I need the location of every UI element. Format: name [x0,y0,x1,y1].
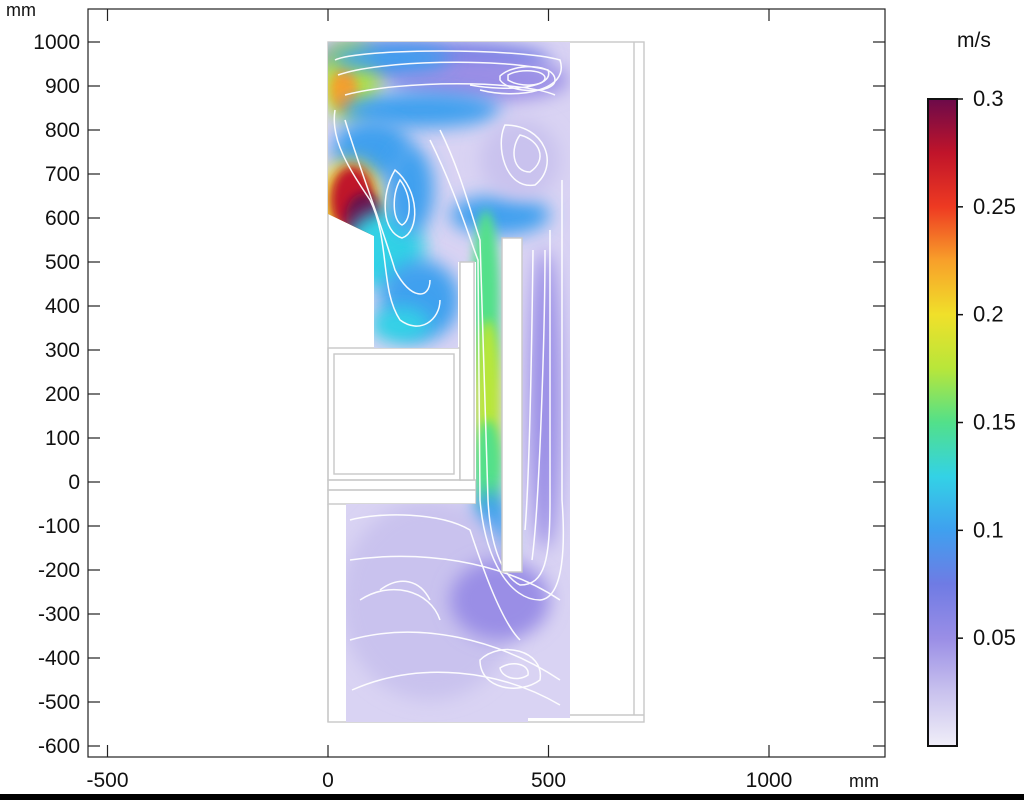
field-blob [370,307,430,343]
streamline [351,671,561,706]
streamline [524,249,534,531]
field-blob [529,250,561,550]
streamline [349,514,521,641]
streamline [479,648,541,689]
y-tick-label: 1000 [33,31,80,54]
streamline [334,50,563,95]
streamline [393,178,410,226]
streamline [349,631,561,681]
y-tick-label: 700 [45,163,80,186]
field-blob [390,58,570,102]
colorbar-tick-label: 0.2 [973,302,1004,327]
streamline [359,588,441,621]
y-tick-label: 200 [45,383,80,406]
colorbar-unit: m/s [957,29,991,52]
streamline [379,580,431,601]
x-axis: -500 0 500 1000 [86,9,792,792]
streamline [531,249,546,561]
y-axis: 10009008007006005004003002001000-100-200… [33,31,885,758]
y-tick-label: 0 [68,471,80,494]
bottom-border [0,794,1024,800]
x-axis-unit: mm [849,771,879,791]
x-tick-label: 500 [531,769,566,792]
colorbar-gradient [927,98,958,747]
colorbar-tick-label: 0.15 [973,410,1016,435]
colorbar-tick-label: 0.3 [973,86,1004,111]
colorbar-tick-label: 0.05 [973,625,1016,650]
y-tick-label: -400 [38,647,80,670]
field-blob [330,44,450,72]
y-tick-label: 900 [45,75,80,98]
colorbar-ticks: 0.3 0.25 0.2 0.15 0.1 0.05 [957,86,1016,650]
colorbar-tick-label: 0.25 [973,194,1016,219]
streamline [439,129,551,586]
x-tick-label: -500 [86,769,128,792]
streamline [507,70,546,86]
streamline [499,65,556,92]
streamline [429,139,565,601]
streamline [500,124,548,186]
streamlines [333,50,565,706]
y-tick-label: -100 [38,515,80,538]
field-blob [340,92,500,128]
streamline [513,134,541,173]
y-tick-label: -300 [38,603,80,626]
y-tick-label: -500 [38,691,80,714]
colorbar-tick-label: 0.1 [973,517,1004,542]
x-tick-label: 0 [322,769,334,792]
y-tick-label: 400 [45,295,80,318]
y-tick-label: 500 [45,251,80,274]
colorbar: m/s 0.3 0.25 0.2 0.15 0.1 0.05 [927,29,1016,747]
streamline [499,663,529,680]
streamline [349,555,561,601]
streamline [384,168,416,239]
y-tick-label: -600 [38,735,80,758]
field-blob [450,195,550,235]
y-tick-label: 100 [45,427,80,450]
inner-walls [459,237,523,573]
field-blob [450,560,550,640]
streamline [344,119,431,295]
y-axis-unit: mm [6,0,36,20]
y-tick-label: 600 [45,207,80,230]
streamline [333,109,441,327]
y-tick-label: 300 [45,339,80,362]
x-tick-label: 1000 [746,769,793,792]
y-tick-label: -200 [38,559,80,582]
y-tick-label: 800 [45,119,80,142]
